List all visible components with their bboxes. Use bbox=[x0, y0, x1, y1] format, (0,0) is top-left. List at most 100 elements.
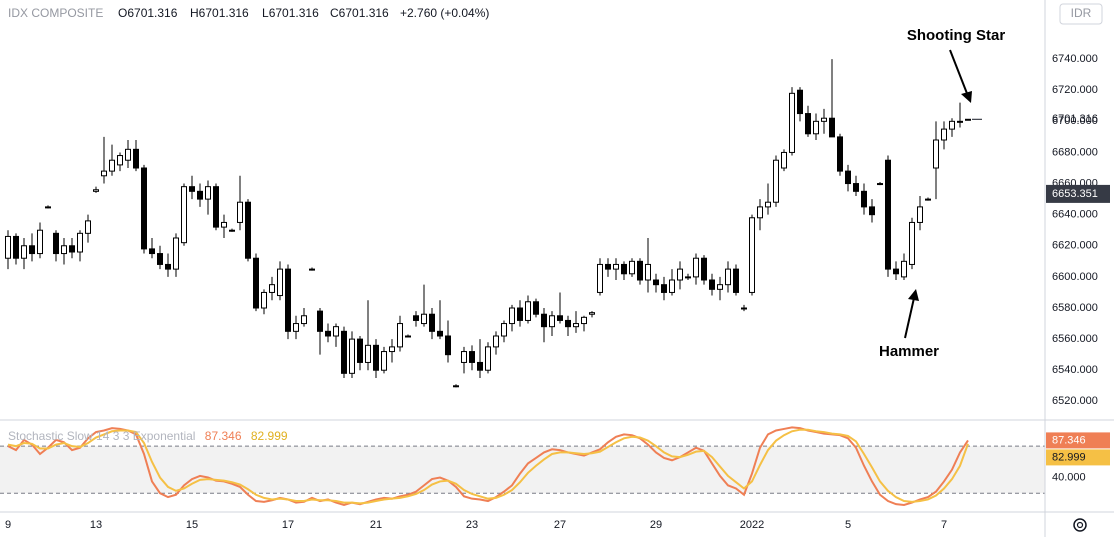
candle-body bbox=[549, 315, 555, 328]
candle-body bbox=[109, 159, 115, 172]
y-tick-label: 6580.000 bbox=[1052, 302, 1098, 314]
candle-body bbox=[285, 268, 291, 332]
candle-body bbox=[621, 263, 627, 275]
ohlc-value: 6701.316 bbox=[127, 6, 177, 20]
candle-body bbox=[213, 186, 219, 228]
candle-body bbox=[45, 206, 51, 209]
candle-body bbox=[917, 206, 923, 223]
currency-button[interactable] bbox=[1059, 3, 1103, 25]
candle-body bbox=[741, 307, 747, 310]
candle-body bbox=[477, 361, 483, 371]
gear-ring[interactable] bbox=[1073, 518, 1087, 532]
candle-body bbox=[437, 330, 443, 337]
y-tick-label: 40.000 bbox=[1052, 471, 1086, 483]
ohlc-key: H bbox=[190, 6, 199, 20]
candle-body bbox=[149, 248, 155, 255]
y-tick-label: 6700.000 bbox=[1052, 115, 1098, 127]
candle-body bbox=[573, 323, 579, 328]
candle-body bbox=[181, 186, 187, 244]
candle-body bbox=[965, 118, 971, 121]
candle-body bbox=[509, 307, 515, 325]
currency[interactable]: IDR bbox=[1071, 6, 1092, 20]
candle-body bbox=[133, 148, 139, 169]
x-tick-label: 15 bbox=[186, 519, 198, 531]
ohlc-key: C bbox=[330, 6, 339, 20]
candle-body bbox=[365, 344, 371, 363]
candle-body bbox=[469, 351, 475, 363]
candle-body bbox=[661, 284, 667, 293]
candle-body bbox=[205, 186, 211, 200]
candle-body bbox=[237, 201, 243, 223]
candle-body bbox=[397, 323, 403, 348]
candle-body bbox=[957, 120, 963, 123]
indicator-value: 87.346 bbox=[205, 429, 242, 443]
gear-hub[interactable] bbox=[1076, 521, 1084, 529]
candle-body bbox=[381, 351, 387, 371]
x-tick-label: 5 bbox=[845, 519, 851, 531]
candle-body bbox=[909, 221, 915, 265]
candle-body bbox=[269, 284, 275, 293]
candle-body bbox=[685, 276, 691, 279]
crosshair-price-box bbox=[1046, 184, 1110, 203]
candle-body bbox=[813, 120, 819, 135]
plot-layer: 6740.0006720.0006700.0006680.0006660.000… bbox=[0, 53, 1110, 531]
y-tick-label: 6520.000 bbox=[1052, 395, 1098, 407]
x-tick-label: 27 bbox=[554, 519, 566, 531]
candle-body bbox=[69, 245, 75, 253]
candle-body bbox=[141, 167, 147, 250]
ohlc-value: 6701.316 bbox=[339, 6, 389, 20]
y-tick-label: 6680.000 bbox=[1052, 146, 1098, 158]
candle-body bbox=[117, 155, 123, 166]
symbol: IDX COMPOSITE bbox=[8, 6, 103, 20]
x-tick-label: 7 bbox=[941, 519, 947, 531]
candle-body bbox=[749, 217, 755, 293]
value-label: 82.999 bbox=[1052, 451, 1086, 463]
change: +2.760 (+0.04%) bbox=[400, 6, 489, 20]
candle-body bbox=[501, 323, 507, 337]
candle-body bbox=[421, 313, 427, 325]
x-tick-label: 17 bbox=[282, 519, 294, 531]
x-tick-label: 13 bbox=[90, 519, 102, 531]
candle-body bbox=[645, 263, 651, 281]
candle-body bbox=[925, 198, 931, 201]
x-tick-label: 29 bbox=[650, 519, 662, 531]
ohlc-key: O bbox=[118, 6, 127, 20]
candle-body bbox=[261, 291, 267, 309]
candle-body bbox=[301, 315, 307, 325]
candle-body bbox=[821, 117, 827, 122]
candle-body bbox=[317, 310, 323, 332]
candle-body bbox=[229, 229, 235, 232]
candle-body bbox=[101, 170, 107, 177]
annotation: Shooting Star bbox=[907, 27, 1005, 44]
last-price-label: 6701.316 bbox=[1052, 113, 1098, 125]
candle-body bbox=[245, 201, 251, 259]
candle-body bbox=[709, 279, 715, 290]
candle-body bbox=[629, 260, 635, 275]
candle-body bbox=[845, 170, 851, 185]
candle-body bbox=[13, 235, 19, 259]
crosshair-price-label: 6653.351 bbox=[1052, 188, 1098, 200]
candle-body bbox=[773, 159, 779, 203]
candle-body bbox=[949, 120, 955, 130]
candle-body bbox=[173, 237, 179, 270]
candle-body bbox=[853, 183, 859, 192]
candle-body bbox=[165, 263, 171, 270]
candle-body bbox=[349, 338, 355, 374]
y-tick-label: 6620.000 bbox=[1052, 240, 1098, 252]
annotation: Hammer bbox=[879, 343, 939, 360]
candle-body bbox=[77, 232, 83, 253]
candle-body bbox=[61, 245, 67, 255]
candle-body bbox=[613, 263, 619, 270]
candle-body bbox=[941, 128, 947, 141]
candle-body bbox=[493, 335, 499, 348]
y-tick-label: 6720.000 bbox=[1052, 84, 1098, 96]
ohlc-value: 6701.316 bbox=[269, 6, 319, 20]
candle-body bbox=[717, 284, 723, 290]
candle-body bbox=[5, 235, 11, 259]
candle-body bbox=[557, 315, 563, 321]
candle-body bbox=[53, 232, 59, 255]
candle-body bbox=[293, 323, 299, 332]
settings-icon[interactable] bbox=[1073, 518, 1087, 532]
candle-body bbox=[389, 346, 395, 353]
